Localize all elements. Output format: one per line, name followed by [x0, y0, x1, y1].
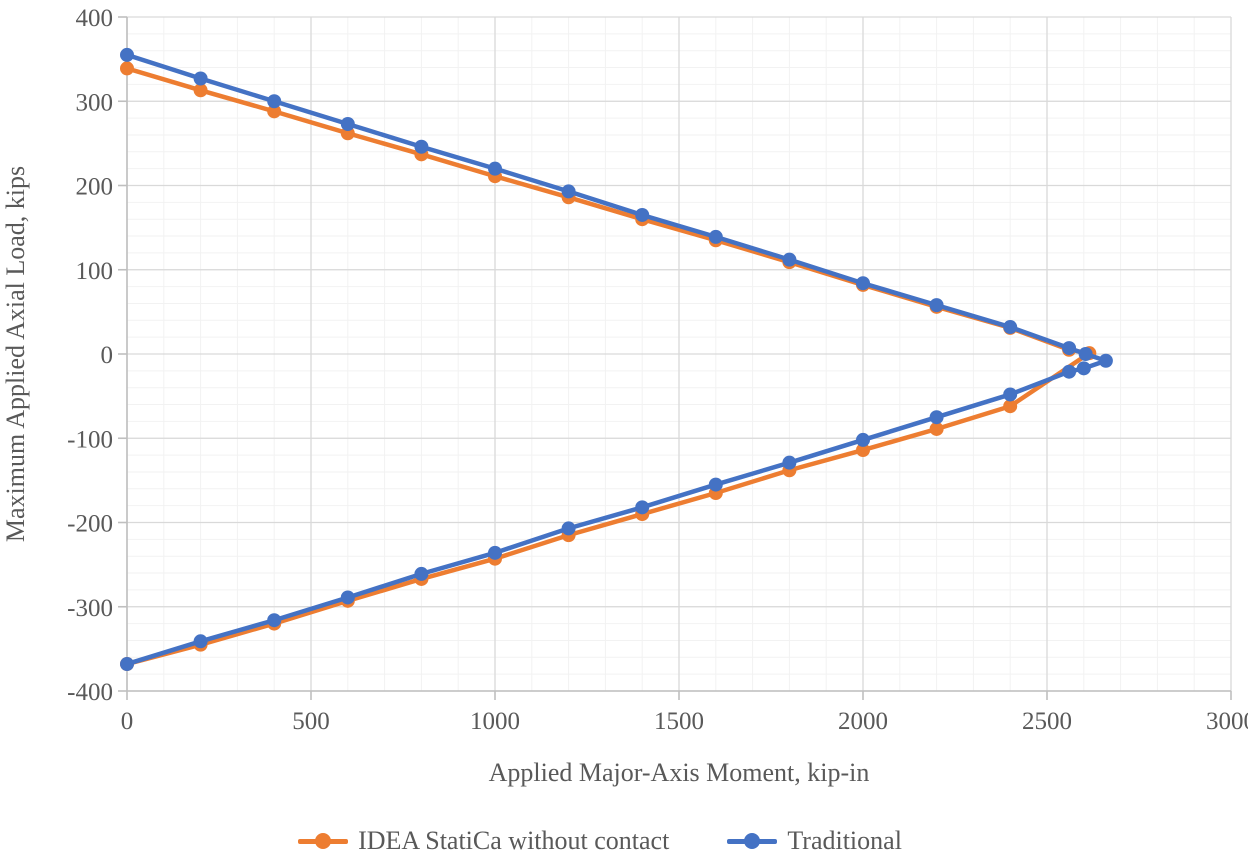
y-tick-label: -300 — [67, 595, 113, 622]
x-tick-label: 1000 — [470, 708, 520, 735]
legend: IDEA StatiCa without contact Traditional — [0, 820, 1200, 862]
data-point — [193, 83, 208, 98]
data-point — [708, 477, 723, 492]
data-point — [929, 298, 944, 313]
data-point — [120, 61, 134, 76]
data-point — [414, 566, 429, 581]
legend-item-1: Traditional — [727, 826, 902, 856]
y-axis-title: Maximum Applied Axial Load, kips — [1, 166, 30, 542]
data-point — [708, 229, 723, 244]
data-point — [193, 634, 208, 649]
data-point — [267, 104, 282, 119]
data-point — [414, 139, 429, 154]
x-tick-label: 2000 — [838, 708, 888, 735]
data-point — [120, 47, 134, 62]
y-tick-label: -400 — [67, 679, 113, 706]
legend-label: IDEA StatiCa without contact — [358, 826, 670, 855]
data-point — [929, 421, 944, 436]
legend-item-0: IDEA StatiCa without contact — [298, 826, 669, 856]
data-point — [1076, 361, 1091, 376]
x-tick-label: 2500 — [1022, 708, 1072, 735]
data-point — [267, 94, 282, 109]
data-point — [340, 116, 355, 131]
data-point — [1062, 364, 1077, 379]
data-point — [635, 207, 650, 222]
data-point — [1003, 399, 1018, 414]
data-point — [782, 252, 797, 267]
data-point — [782, 455, 797, 470]
y-tick-label: 300 — [76, 89, 114, 116]
data-point — [488, 545, 502, 560]
x-tick-label: 1500 — [654, 708, 704, 735]
data-point — [1078, 347, 1093, 361]
data-point — [488, 161, 502, 176]
data-point — [635, 500, 650, 515]
data-point — [1003, 387, 1018, 402]
axis-tick-marks — [118, 16, 1232, 700]
x-axis-tick-labels: 0 500 1000 1500 2000 2500 3000 — [121, 708, 1248, 735]
x-tick-label: 500 — [292, 708, 330, 735]
legend-line-dot-marker — [298, 833, 349, 849]
plot-area: 050010001500200025003000 4003002001000-1… — [1, 5, 1248, 787]
y-tick-label: 100 — [76, 258, 114, 285]
data-point — [193, 71, 208, 86]
y-tick-label: 200 — [76, 174, 114, 201]
data-point — [1062, 341, 1077, 356]
data-point — [856, 432, 870, 447]
legend-label: Traditional — [787, 826, 902, 855]
legend-line-dot-marker — [727, 833, 778, 849]
data-point — [856, 276, 870, 291]
y-tick-label: -100 — [67, 426, 113, 453]
x-tick-label: 3000 — [1206, 708, 1248, 735]
data-point — [561, 521, 576, 536]
y-tick-label: 0 — [101, 342, 114, 369]
y-tick-label: 400 — [76, 5, 114, 32]
data-point — [929, 410, 944, 425]
data-point — [120, 657, 134, 672]
data-point — [856, 443, 870, 458]
data-point — [1003, 320, 1018, 335]
y-axis-tick-labels: 400 300 200 100 0 -100 -200 -300 -400 — [67, 5, 113, 706]
x-tick-label: 0 — [121, 708, 134, 735]
x-axis-title: Applied Major-Axis Moment, kip-in — [489, 758, 870, 787]
data-point — [1098, 353, 1113, 368]
data-series — [120, 47, 1113, 672]
data-point — [340, 590, 355, 605]
y-tick-label: -200 — [67, 511, 113, 538]
series-line-0 — [124, 66, 1092, 667]
data-point — [267, 613, 282, 628]
data-point — [561, 184, 576, 199]
